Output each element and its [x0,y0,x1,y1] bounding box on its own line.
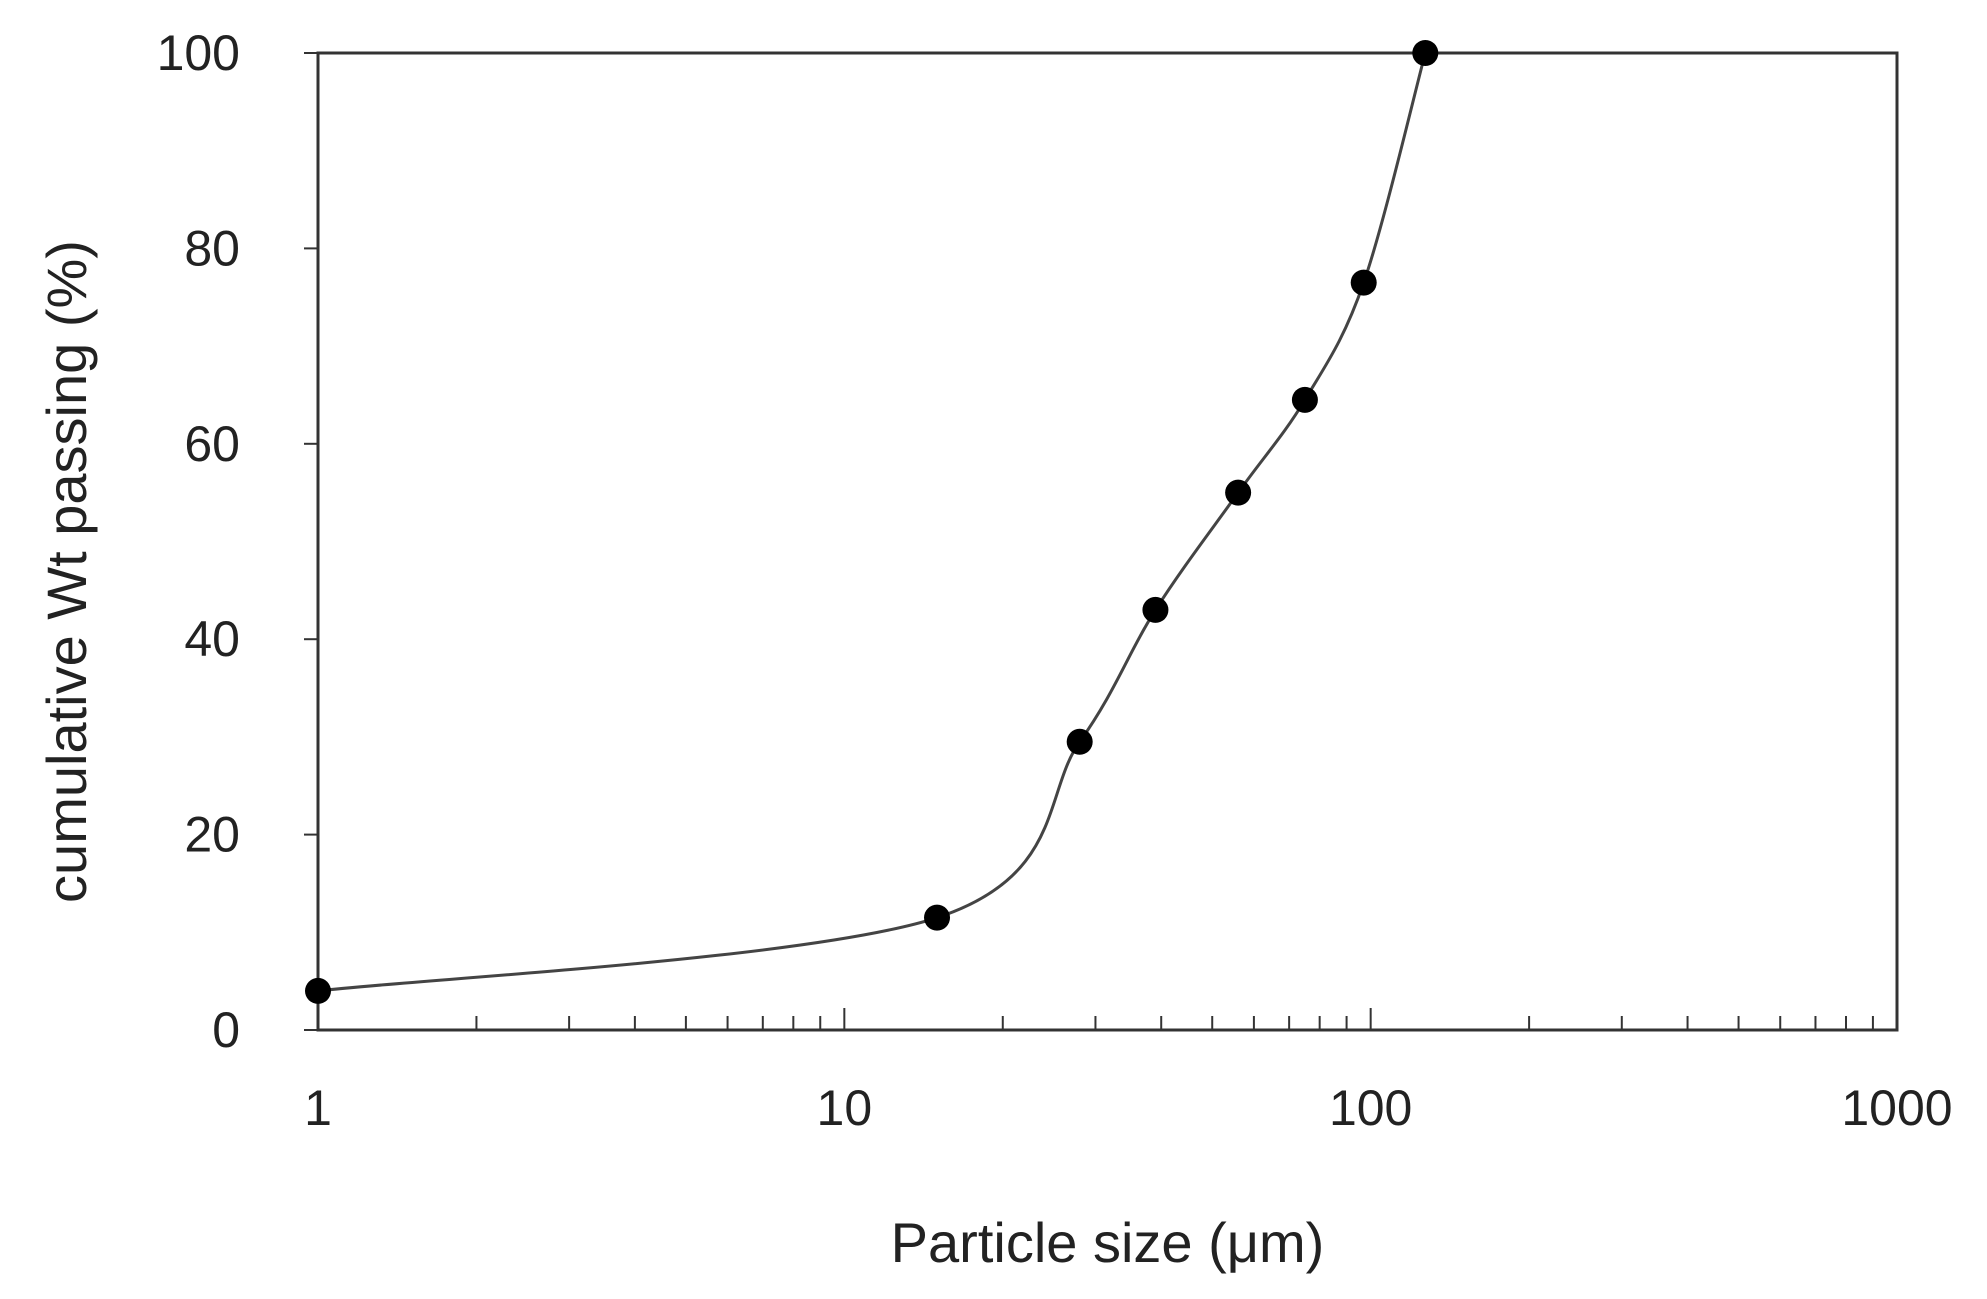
data-point [1412,40,1439,66]
y-axis-label: cumulative Wt passing (%) [35,240,98,903]
data-point [1142,596,1169,623]
x-axis-label: Particle size (μm) [891,1211,1325,1274]
series-curve [317,52,1427,993]
x-tick-label: 100 [1329,1080,1412,1136]
data-point [305,977,331,1004]
data-point [1291,386,1318,413]
series-points [305,40,1439,1004]
y-axis-ticks [304,52,318,1031]
data-point [1066,728,1093,755]
y-axis-tick-labels: 0 20 40 60 80 100 [157,25,240,1058]
x-tick-label: 1000 [1841,1080,1952,1136]
data-point [1225,479,1252,506]
y-tick-label: 60 [184,416,240,472]
y-tick-label: 100 [157,25,240,81]
y-tick-label: 20 [184,807,240,863]
x-axis-ticks [475,1008,1874,1030]
y-tick-label: 0 [212,1002,240,1058]
plot-frame [316,51,1899,1032]
y-tick-label: 40 [184,611,240,667]
x-tick-label: 10 [817,1080,873,1136]
x-tick-label: 1 [304,1080,332,1136]
x-axis-tick-labels: 1 10 100 1000 [304,1080,1953,1136]
data-point [1350,269,1377,296]
data-point [924,904,951,931]
y-tick-label: 80 [184,220,240,276]
